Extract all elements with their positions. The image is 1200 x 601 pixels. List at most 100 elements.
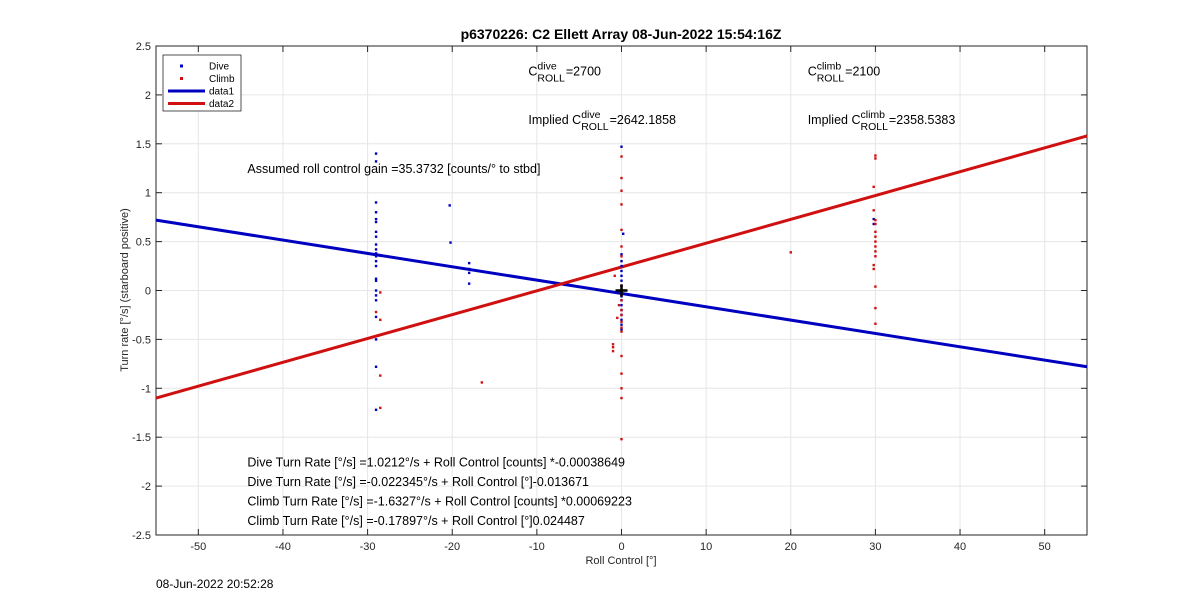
x-tick-label: 10 — [700, 541, 712, 553]
climb-point — [620, 372, 623, 375]
y-tick-label: 2 — [145, 90, 151, 102]
dive-point — [374, 201, 378, 204]
climb-point — [620, 320, 623, 323]
x-tick-label: 40 — [954, 541, 966, 553]
center-plus-marker — [615, 284, 628, 297]
climb-point — [620, 176, 623, 180]
dive-point — [374, 243, 378, 246]
climb-point — [789, 251, 792, 254]
dive-point — [374, 248, 378, 251]
x-tick-label: -30 — [360, 541, 376, 553]
dive-point — [374, 294, 378, 297]
climb-point — [620, 396, 623, 400]
climb-point — [620, 299, 623, 302]
y-tick-label: 0.5 — [136, 237, 151, 249]
climb-point — [872, 267, 875, 271]
climb-point — [620, 308, 623, 312]
y-tick-label: -1.5 — [132, 432, 151, 444]
y-tick-label: -1 — [141, 383, 151, 395]
dive-point — [620, 318, 623, 322]
y-axis-label: Turn rate [°/s] (starboard positive) — [119, 208, 131, 372]
dive-point — [374, 235, 378, 238]
climb-point — [872, 185, 875, 189]
dive-point — [620, 274, 623, 278]
dive-point — [620, 269, 623, 273]
dive-point — [374, 299, 378, 302]
climb-point — [620, 330, 623, 333]
x-tick-label: -20 — [444, 541, 460, 553]
x-tick-label: -40 — [275, 541, 291, 553]
x-tick-label: -50 — [190, 541, 206, 553]
dive-point — [872, 222, 875, 226]
dive-point — [620, 303, 623, 307]
climb-point — [613, 274, 616, 278]
legend-box — [162, 54, 242, 112]
dive-point — [374, 160, 378, 163]
y-tick-label: -2 — [141, 481, 151, 493]
dive-point — [374, 338, 378, 341]
climb-point — [620, 255, 623, 258]
legend-label-data1: data1 — [209, 87, 234, 98]
climb-point — [379, 318, 382, 322]
dive-point — [620, 323, 623, 326]
y-tick-label: -2.5 — [132, 530, 151, 542]
dive-point — [374, 289, 378, 292]
dive-point — [449, 241, 452, 244]
dive-point — [374, 152, 378, 155]
climb-point — [874, 245, 877, 248]
dive-point — [467, 282, 471, 285]
dive-point — [620, 253, 623, 256]
dive-point — [620, 264, 623, 268]
c-roll-dive-annotation: Cdive ROLL=2700 — [528, 60, 601, 84]
dive-point — [872, 217, 875, 221]
fit-equation: Dive Turn Rate [°/s] =-0.022345°/s + Rol… — [247, 475, 589, 489]
climb-point — [379, 374, 382, 377]
dive-point — [374, 217, 378, 221]
annotations: Cdive ROLL=2700 Cclimb ROLL=2100 Implied Cdi… — [247, 60, 955, 528]
legend-label-data2: data2 — [209, 99, 234, 110]
x-tick-label: -10 — [529, 541, 545, 553]
dive-point — [467, 271, 471, 275]
dive-point — [374, 264, 378, 268]
climb-point — [872, 209, 875, 212]
legend-swatch-Dive — [180, 64, 183, 68]
climb-point — [480, 381, 484, 384]
dive-point — [374, 408, 378, 412]
legend-label-Climb: Climb — [209, 74, 235, 85]
dive-point — [621, 232, 625, 235]
roll-gain-annotation: Assumed roll control gain =35.3732 [coun… — [247, 162, 540, 176]
x-tick-label: 30 — [869, 541, 881, 553]
climb-point — [374, 310, 378, 314]
y-tick-label: -0.5 — [132, 334, 151, 346]
dive-point — [374, 315, 378, 319]
dive-point — [467, 261, 471, 265]
climb-point — [874, 157, 877, 160]
dive-point — [620, 259, 623, 263]
implied-c-roll-climb-annotation: Implied Cclimb ROLL=2358.5383 — [808, 109, 956, 133]
climb-point — [620, 437, 623, 441]
climb-point — [379, 406, 382, 410]
y-tick-label: 0 — [145, 286, 151, 298]
climb-point — [874, 322, 877, 325]
climb-point — [874, 240, 877, 243]
c-roll-climb-annotation: Cclimb ROLL=2100 — [808, 60, 881, 84]
climb-point — [379, 291, 382, 294]
climb-point — [874, 250, 877, 253]
dive-point — [620, 328, 623, 331]
climb-point — [620, 326, 623, 329]
implied-c-roll-dive-annotation: Implied Cdive ROLL=2642.1858 — [528, 109, 676, 133]
chart-title: p6370226: C2 Ellett Array 08-Jun-2022 15… — [461, 26, 782, 42]
climb-point — [620, 387, 623, 390]
climb-point — [620, 203, 623, 206]
y-tick-label: 1 — [145, 188, 151, 200]
dive-point — [467, 267, 471, 271]
fit-equation: Dive Turn Rate [°/s] =1.0212°/s + Roll C… — [247, 456, 625, 470]
climb-point — [874, 306, 877, 310]
climb-point — [874, 154, 877, 157]
fit-equation: Climb Turn Rate [°/s] =-1.6327°/s + Roll… — [247, 495, 632, 509]
dive-point — [374, 255, 378, 258]
legend-swatch-Climb — [180, 77, 183, 80]
dive-point — [448, 204, 451, 207]
climb-point — [620, 313, 623, 317]
